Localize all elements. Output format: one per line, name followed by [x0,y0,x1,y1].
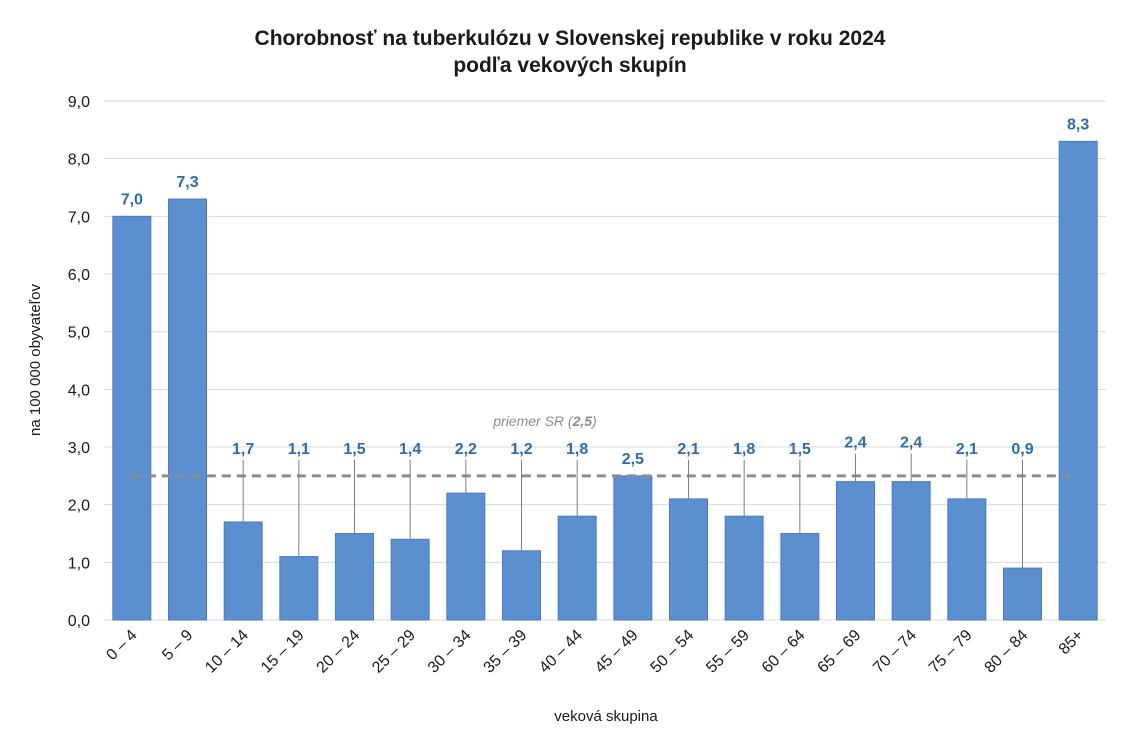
y-axis-title: na 100 000 obyvateľov [27,284,44,436]
data-label: 2,4 [844,435,866,452]
x-tick-label: 15 – 19 [258,627,308,677]
bar [112,215,152,621]
data-label: 1,1 [288,441,310,458]
y-tick-label: 6,0 [68,267,90,284]
data-label: 1,5 [343,441,365,458]
x-tick-label: 45 – 49 [592,627,642,677]
data-label: 2,5 [622,451,644,468]
x-tick-label: 25 – 29 [369,627,419,677]
data-label: 1,4 [399,441,421,458]
bar [669,498,708,621]
x-tick-label: 35 – 39 [481,627,531,677]
x-axis-title: veková skupina [554,708,658,725]
x-tick-label: 80 – 84 [982,627,1032,677]
x-tick-label: 65 – 69 [815,627,865,677]
x-tick-label: 55 – 59 [703,627,753,677]
data-label: 2,1 [956,441,978,458]
data-label: 8,3 [1067,116,1089,133]
x-tick-label: 60 – 64 [759,627,809,677]
chart-title: Chorobnosť na tuberkulózu v Slovenskej r… [255,27,886,50]
data-label: 2,4 [900,435,922,452]
bar [557,515,597,621]
x-tick-label: 20 – 24 [314,627,364,677]
data-label: 7,0 [121,191,143,208]
data-label: 1,2 [510,441,532,458]
bar [1003,567,1042,621]
x-tick-label: 0 – 4 [103,627,140,664]
reference-line-label: priemer SR (2,5) [492,413,597,429]
bar [724,515,764,621]
bar [613,475,653,621]
data-label: 2,2 [455,441,477,458]
y-tick-label: 2,0 [68,498,90,515]
y-tick-label: 8,0 [68,152,90,169]
bar [223,521,263,621]
x-tick-label: 50 – 54 [648,627,698,677]
y-axis: 0,0 1,0 2,0 3,0 4,0 5,0 6,0 7,0 8,0 9,0 [68,94,90,630]
bar [390,538,430,621]
data-label: 2,1 [677,441,699,458]
bar [279,556,319,621]
bar [891,481,931,621]
bar [502,550,541,621]
data-labels: 7,0 7,3 1,7 1,1 1,5 1,4 2,2 1,2 1,8 2,5 2,1 1,8 1,5 2… [121,116,1089,569]
data-label: 1,8 [566,441,588,458]
bar [446,492,486,621]
y-tick-label: 3,0 [68,440,90,457]
x-tick-label: 5 – 9 [159,627,196,664]
data-label: 0,9 [1011,441,1033,458]
x-tick-label: 75 – 79 [926,627,976,677]
data-label: 7,3 [176,174,198,191]
y-tick-label: 0,0 [68,613,90,630]
bar [335,533,374,621]
bar [1058,140,1098,621]
bar [947,498,987,621]
bars [112,140,1098,621]
y-tick-label: 9,0 [68,94,90,111]
y-tick-label: 5,0 [68,325,90,342]
gridlines [104,100,1106,621]
y-tick-label: 1,0 [68,555,90,572]
x-tick-label: 40 – 44 [536,627,586,677]
y-tick-label: 4,0 [68,382,90,399]
x-tick-label: 30 – 34 [425,627,475,677]
y-tick-label: 7,0 [68,209,90,226]
data-label: 1,7 [232,441,254,458]
chart-subtitle: podľa vekových skupín [453,54,686,77]
bar [780,533,820,621]
bar [836,481,875,621]
bar [168,198,207,621]
x-axis: 0 – 4 5 – 9 10 – 14 15 – 19 20 – 24 25 – 29 30… [103,627,1087,677]
x-tick-label: 10 – 14 [202,627,252,677]
data-label: 1,5 [789,441,811,458]
reference-line-group: priemer SR (2,5) [131,413,1079,478]
x-tick-label: 70 – 74 [870,627,920,677]
data-label: 1,8 [733,441,755,458]
x-tick-label: 85+ [1056,627,1087,658]
